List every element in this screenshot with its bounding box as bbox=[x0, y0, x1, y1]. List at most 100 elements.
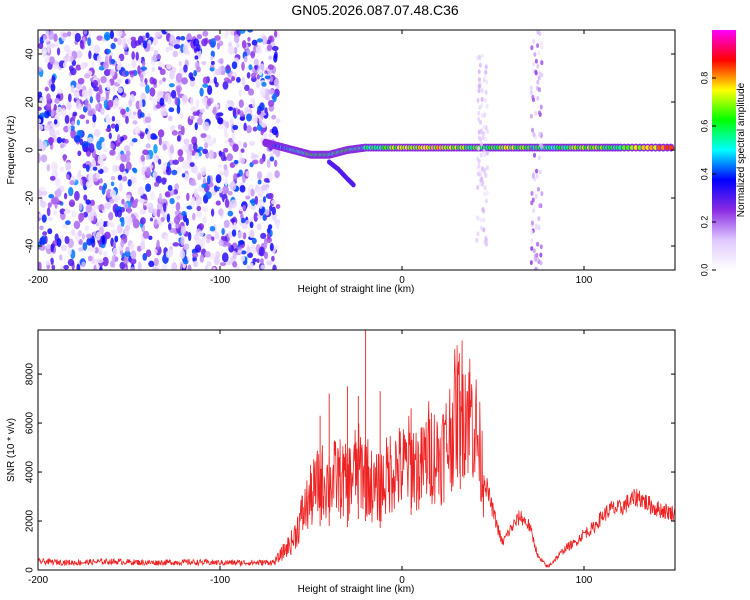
noise-cell bbox=[271, 114, 277, 120]
noise-cell bbox=[56, 136, 62, 144]
noise-cell bbox=[110, 143, 115, 149]
noise-cell bbox=[129, 114, 136, 120]
noise-cell bbox=[231, 61, 238, 70]
noise-cell bbox=[98, 204, 105, 211]
noise-cell bbox=[54, 130, 61, 136]
noise-cell bbox=[75, 82, 81, 90]
noise-cell bbox=[139, 209, 144, 215]
noise-cell bbox=[185, 218, 189, 226]
noise-cell bbox=[103, 99, 109, 110]
noise-cell bbox=[87, 211, 95, 222]
y-tick-label: 0 bbox=[25, 567, 36, 573]
stripe-cell bbox=[477, 135, 481, 141]
noise-cell bbox=[207, 139, 214, 147]
noise-cell bbox=[232, 143, 239, 153]
noise-cell bbox=[73, 135, 81, 143]
noise-cell bbox=[158, 136, 162, 146]
noise-cell bbox=[212, 266, 216, 270]
noise-cell bbox=[139, 132, 145, 140]
noise-cell bbox=[267, 99, 275, 107]
noise-cell bbox=[63, 210, 70, 215]
noise-cell bbox=[139, 81, 146, 88]
stripe-cell bbox=[481, 53, 485, 59]
noise-cell bbox=[68, 186, 74, 197]
noise-cell bbox=[67, 93, 72, 103]
noise-cell bbox=[56, 47, 61, 56]
noise-cell bbox=[105, 91, 110, 101]
stripe-cell bbox=[482, 124, 486, 130]
noise-cell bbox=[183, 259, 189, 265]
noise-cell bbox=[79, 114, 86, 120]
noise-cell bbox=[100, 107, 105, 115]
noise-cell bbox=[78, 103, 82, 110]
noise-cell bbox=[183, 243, 190, 251]
noise-cell bbox=[95, 231, 101, 241]
noise-cell bbox=[81, 261, 86, 268]
noise-cell bbox=[111, 115, 116, 122]
noise-cell bbox=[194, 55, 199, 60]
noise-cell bbox=[133, 168, 138, 174]
noise-cell bbox=[120, 219, 125, 227]
noise-cell bbox=[256, 258, 260, 263]
noise-cell bbox=[77, 77, 85, 85]
noise-cell bbox=[153, 181, 160, 187]
stripe-cell bbox=[484, 89, 488, 95]
noise-cell bbox=[104, 201, 112, 210]
noise-cell bbox=[181, 210, 187, 217]
noise-cell bbox=[55, 177, 61, 188]
noise-cell bbox=[102, 166, 109, 174]
noise-cell bbox=[231, 133, 236, 141]
noise-cell bbox=[237, 140, 243, 147]
noise-cell bbox=[176, 195, 181, 200]
noise-cell bbox=[225, 64, 231, 71]
noise-cell bbox=[169, 34, 176, 45]
noise-cell bbox=[248, 88, 255, 96]
stripe-cell bbox=[485, 103, 489, 109]
stripe-cell bbox=[483, 191, 487, 197]
x-tick-label: 0 bbox=[399, 575, 405, 586]
stripe-cell bbox=[478, 84, 482, 89]
colorbar-gradient bbox=[712, 30, 736, 270]
noise-cell bbox=[251, 160, 259, 165]
noise-cell bbox=[171, 130, 178, 136]
spectrogram-cells bbox=[38, 30, 675, 270]
noise-cell bbox=[114, 165, 121, 172]
noise-cell bbox=[70, 55, 74, 62]
noise-cell bbox=[241, 39, 247, 49]
noise-cell bbox=[109, 30, 115, 40]
noise-cell bbox=[147, 130, 151, 141]
noise-cell bbox=[182, 160, 189, 170]
noise-cell bbox=[269, 75, 274, 83]
y-tick-label: 8000 bbox=[25, 363, 36, 386]
noise-cell bbox=[142, 230, 150, 239]
noise-cell bbox=[195, 200, 200, 206]
noise-cell bbox=[131, 138, 138, 143]
noise-cell bbox=[121, 198, 125, 205]
noise-cell bbox=[143, 205, 147, 210]
noise-cell bbox=[198, 223, 204, 231]
noise-cell bbox=[248, 140, 256, 146]
noise-cell bbox=[263, 251, 269, 260]
noise-cell bbox=[228, 45, 235, 55]
noise-cell bbox=[96, 140, 103, 151]
noise-cell bbox=[84, 98, 89, 108]
noise-cell bbox=[46, 207, 51, 217]
noise-cell bbox=[77, 169, 82, 178]
noise-cell bbox=[82, 163, 87, 169]
noise-cell bbox=[105, 116, 112, 124]
noise-cell bbox=[117, 57, 121, 67]
noise-cell bbox=[263, 177, 270, 183]
stripe-cell bbox=[529, 260, 533, 266]
noise-cell bbox=[158, 79, 163, 85]
noise-cell bbox=[144, 116, 152, 124]
noise-cell bbox=[48, 194, 55, 199]
noise-cell bbox=[156, 208, 161, 218]
colorbar-tick-label: 0.8 bbox=[699, 72, 709, 85]
noise-cell bbox=[129, 141, 134, 147]
noise-cell bbox=[152, 171, 158, 178]
noise-cell bbox=[47, 43, 51, 54]
noise-cell bbox=[63, 192, 68, 200]
noise-cell bbox=[249, 244, 257, 255]
stripe-cell bbox=[539, 260, 543, 266]
noise-cell bbox=[45, 102, 52, 110]
